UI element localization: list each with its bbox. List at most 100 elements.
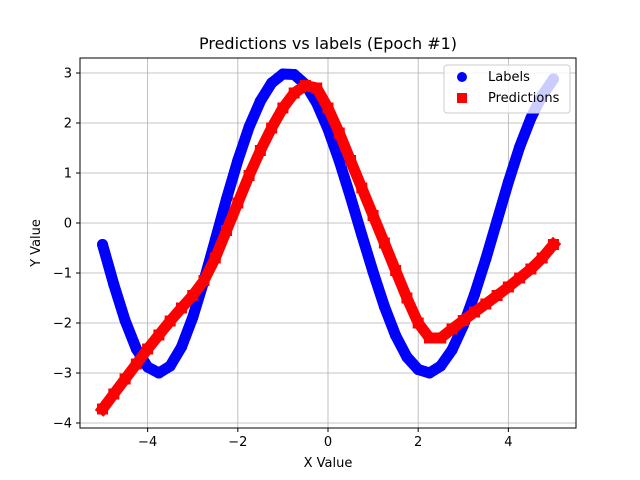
data-point-labels	[401, 351, 413, 363]
legend-marker-labels	[457, 72, 467, 82]
y-tick-label: 1	[64, 167, 72, 182]
data-point-predictions	[232, 197, 244, 209]
data-point-predictions	[469, 306, 481, 318]
data-point-labels	[469, 289, 481, 300]
data-point-predictions	[108, 388, 120, 400]
x-axis-label: X Value	[304, 456, 353, 471]
data-point-predictions	[277, 102, 289, 114]
series-predictions	[94, 80, 562, 417]
data-point-predictions	[502, 281, 514, 293]
data-point-predictions	[480, 298, 492, 310]
data-point-predictions	[423, 332, 435, 344]
data-point-predictions	[446, 323, 458, 335]
data-point-labels	[502, 176, 514, 188]
data-point-predictions	[97, 403, 109, 415]
data-point-labels	[345, 191, 357, 203]
x-tick-label: 0	[324, 435, 332, 450]
data-point-predictions	[491, 290, 503, 301]
legend-box	[443, 64, 571, 114]
y-tick-label: −2	[53, 317, 72, 332]
data-point-labels	[514, 141, 526, 153]
data-point-labels	[435, 360, 447, 372]
y-tick-label: −4	[53, 417, 72, 432]
data-point-labels	[266, 77, 278, 89]
legend-marker-predictions	[457, 93, 467, 103]
data-point-labels	[243, 121, 255, 133]
data-point-predictions	[130, 358, 142, 370]
data-point-predictions	[119, 373, 131, 385]
chart-title: Predictions vs labels (Epoch #1)	[199, 34, 457, 53]
data-point-predictions	[209, 252, 221, 264]
data-point-labels	[378, 301, 390, 312]
y-tick-label: −3	[53, 367, 72, 382]
data-point-predictions	[345, 155, 357, 166]
x-tick-label: −2	[228, 435, 247, 450]
data-point-labels	[119, 315, 131, 326]
data-point-predictions	[435, 332, 447, 344]
data-point-labels	[480, 253, 492, 265]
data-point-predictions	[356, 182, 368, 194]
data-point-predictions	[198, 275, 210, 286]
data-point-predictions	[401, 292, 413, 304]
series-layer	[94, 68, 562, 417]
data-point-labels	[254, 95, 266, 107]
data-point-predictions	[142, 343, 154, 355]
data-point-labels	[221, 193, 233, 205]
data-point-labels	[491, 215, 503, 226]
x-tick-label: 4	[504, 435, 512, 450]
data-point-predictions	[525, 263, 537, 275]
y-axis-label: Y Value	[29, 219, 44, 268]
data-point-predictions	[390, 265, 402, 276]
data-point-predictions	[333, 127, 345, 139]
data-point-labels	[446, 344, 458, 356]
legend-label-predictions: Predictions	[488, 91, 560, 106]
x-tick-label: 2	[414, 435, 422, 450]
data-point-predictions	[153, 329, 165, 341]
x-tick-label: −4	[138, 435, 157, 450]
data-point-labels	[232, 155, 244, 166]
data-point-labels	[153, 367, 165, 379]
data-point-predictions	[299, 80, 311, 91]
data-point-predictions	[457, 315, 469, 326]
data-point-labels	[97, 239, 109, 250]
data-point-labels	[367, 266, 379, 278]
data-point-predictions	[412, 317, 424, 329]
data-point-predictions	[288, 87, 300, 99]
data-point-predictions	[367, 210, 379, 221]
data-point-labels	[412, 364, 424, 375]
data-point-labels	[187, 312, 199, 323]
data-point-predictions	[164, 315, 176, 327]
data-point-predictions	[175, 302, 187, 314]
data-point-predictions	[536, 252, 548, 264]
data-point-predictions	[514, 272, 526, 284]
data-point-labels	[356, 229, 368, 241]
data-point-predictions	[311, 82, 323, 94]
data-point-labels	[108, 279, 120, 290]
plot-area	[79, 57, 577, 429]
y-tick-label: −1	[53, 267, 72, 282]
data-point-predictions	[254, 145, 266, 156]
data-point-predictions	[266, 122, 278, 134]
data-point-labels	[423, 367, 435, 379]
data-point-labels	[277, 68, 289, 80]
data-point-labels	[288, 69, 300, 80]
data-point-predictions	[547, 239, 559, 250]
data-point-labels	[164, 360, 176, 372]
data-point-labels	[390, 330, 402, 341]
data-point-labels	[175, 341, 187, 353]
data-point-labels	[525, 112, 537, 124]
data-point-predictions	[322, 102, 334, 114]
data-point-predictions	[243, 170, 255, 181]
y-tick-label: 3	[64, 67, 72, 82]
data-point-predictions	[221, 225, 233, 236]
data-point-labels	[142, 361, 154, 373]
data-point-predictions	[378, 237, 390, 249]
data-point-labels	[333, 155, 345, 167]
y-tick-label: 2	[64, 117, 72, 132]
legend-label-labels: Labels	[488, 70, 530, 85]
legend: Labels Predictions	[443, 64, 571, 114]
data-point-predictions	[187, 290, 199, 301]
y-tick-label: 0	[64, 217, 72, 232]
ticks: −4 −2 0 2 4 −4 −3 −2 −1 0 1 2 3	[53, 67, 513, 451]
